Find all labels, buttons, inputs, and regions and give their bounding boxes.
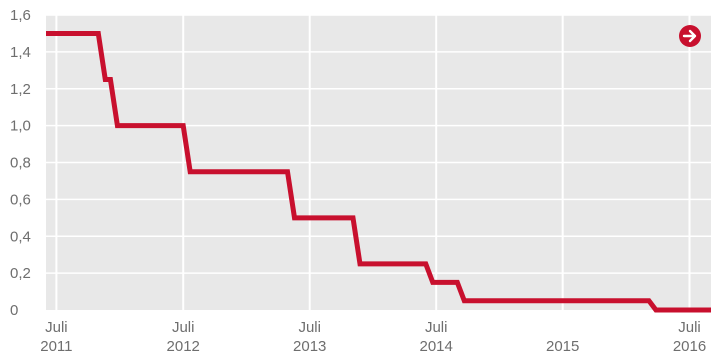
- x-tick-year-label: 2013: [293, 338, 326, 355]
- y-tick-label: 1,6: [10, 7, 31, 24]
- y-axis-ticks: 1,6 1,4 1,2 1,0 0,8 0,6 0,4 0,2 0: [10, 7, 31, 319]
- y-tick-label: 1,0: [10, 118, 31, 135]
- x-tick-month-label: Juli: [678, 319, 701, 336]
- y-tick-label: 0,2: [10, 265, 31, 282]
- next-button[interactable]: [679, 25, 701, 47]
- x-tick-year-label: 2016: [673, 338, 706, 355]
- y-tick-label: 1,4: [10, 44, 31, 61]
- y-tick-label: 1,2: [10, 81, 31, 98]
- x-tick-month-label: Juli: [425, 319, 448, 336]
- x-axis-ticks: Juli 2011 Juli 2012 Juli 2013 Juli 2014 2015 Juli…: [40, 319, 706, 355]
- y-tick-label: 0,4: [10, 228, 31, 245]
- y-tick-label: 0: [10, 302, 18, 319]
- x-tick-month-label: Juli: [172, 319, 195, 336]
- series-line: [46, 30, 711, 313]
- x-tick-year-label: 2015: [546, 338, 579, 355]
- arrow-right-glyph: [682, 29, 697, 43]
- x-tick-year-label: 2012: [167, 338, 200, 355]
- vertical-gridlines: [55, 15, 691, 310]
- y-tick-label: 0,6: [10, 191, 31, 208]
- y-tick-label: 0,8: [10, 155, 31, 172]
- x-tick-month-label: Juli: [298, 319, 321, 336]
- x-tick-year-label: 2011: [40, 338, 72, 355]
- x-tick-month-label: Juli: [45, 319, 68, 336]
- x-tick-year-label: 2014: [420, 338, 453, 355]
